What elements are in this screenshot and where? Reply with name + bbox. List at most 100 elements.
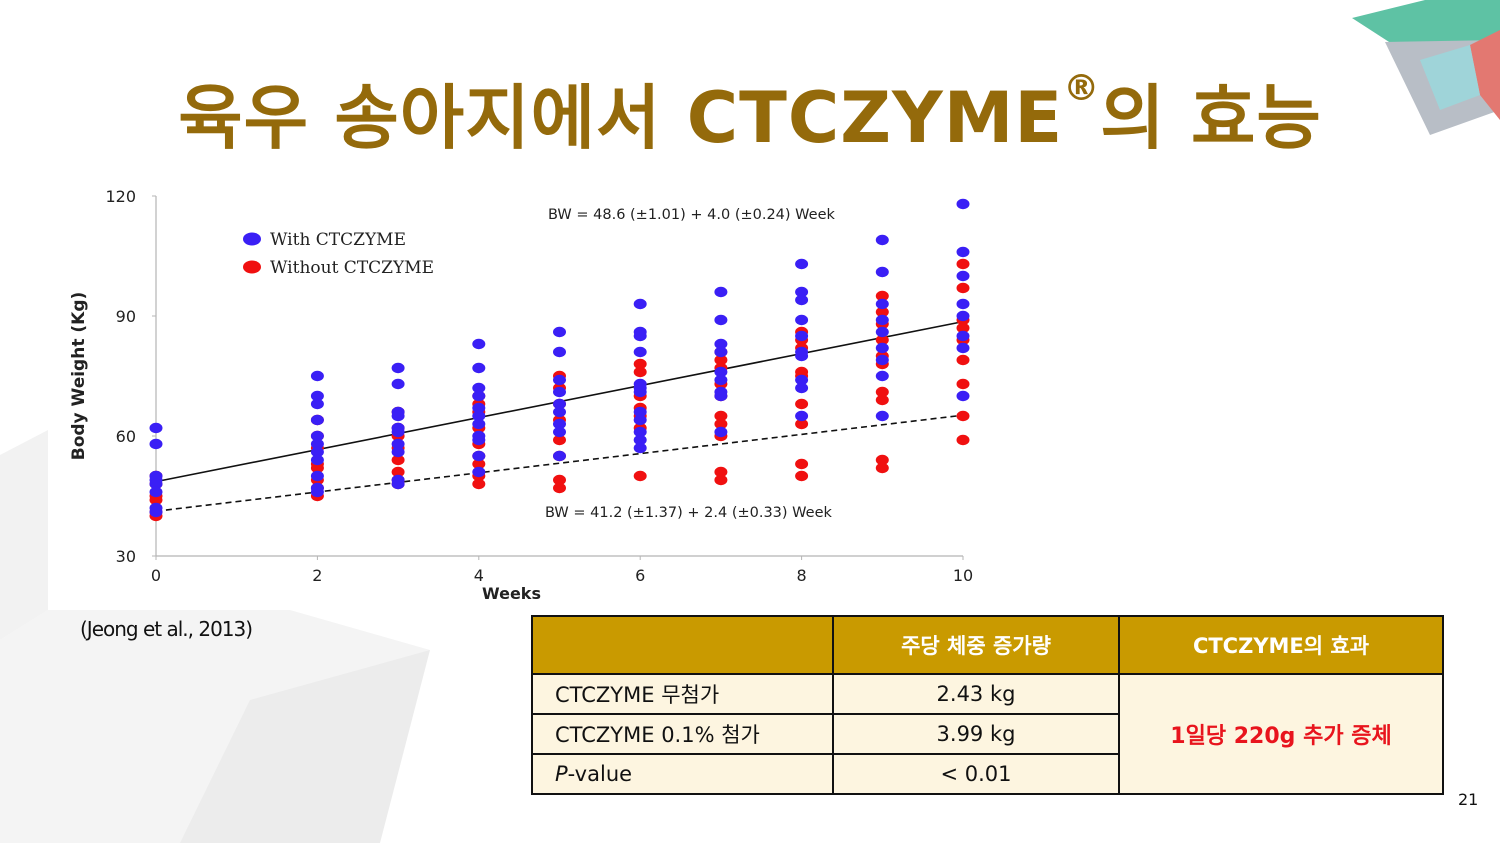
x-tick-label: 6 bbox=[635, 566, 645, 585]
citation: (Jeong et al., 2013) bbox=[80, 617, 253, 641]
data-point-with bbox=[875, 354, 889, 366]
data-point-without bbox=[472, 458, 486, 470]
data-point-without bbox=[956, 410, 970, 422]
effect-cell: 1일당 220g 추가 증체 bbox=[1118, 673, 1444, 795]
chart-panel: 30 60 90 120 0 2 4 6 8 10 Weeks Body Weight (Kg) Wit… bbox=[48, 180, 988, 610]
data-point-with bbox=[149, 506, 163, 518]
data-point-without bbox=[795, 458, 809, 470]
x-tick-label: 10 bbox=[953, 566, 973, 585]
data-point-with bbox=[956, 298, 970, 310]
pvalue-italic-p: P bbox=[555, 762, 568, 786]
x-tick-label: 8 bbox=[797, 566, 807, 585]
data-point-with bbox=[875, 266, 889, 278]
data-point-with bbox=[956, 270, 970, 282]
data-point-with bbox=[553, 326, 566, 338]
data-point-with bbox=[472, 466, 486, 478]
data-point-with bbox=[553, 374, 566, 386]
data-point-without bbox=[795, 418, 809, 430]
data-point-with bbox=[714, 366, 728, 378]
y-tick-label: 60 bbox=[116, 427, 136, 446]
data-point-without bbox=[391, 454, 405, 466]
data-point-with bbox=[633, 330, 647, 342]
data-point-with bbox=[149, 486, 163, 498]
data-point-without bbox=[714, 354, 728, 366]
data-point-without bbox=[553, 482, 566, 494]
data-point-with bbox=[875, 326, 889, 338]
data-point-with bbox=[553, 450, 566, 462]
data-point-without bbox=[956, 258, 970, 270]
row-value-control: 2.43 kg bbox=[832, 673, 1120, 715]
data-point-without bbox=[149, 494, 163, 506]
data-point-with bbox=[472, 382, 486, 394]
data-point-with bbox=[472, 390, 486, 402]
data-point-with bbox=[956, 330, 970, 342]
data-point-without bbox=[472, 478, 486, 490]
data-point-without bbox=[875, 462, 889, 474]
data-point-with bbox=[553, 418, 566, 430]
y-tick-label: 120 bbox=[105, 187, 136, 206]
data-point-with bbox=[149, 438, 163, 450]
data-point-with bbox=[472, 450, 486, 462]
data-point-with bbox=[310, 370, 324, 382]
data-point-with bbox=[633, 298, 647, 310]
row-label-treatment: CTCZYME 0.1% 첨가 bbox=[531, 713, 834, 755]
data-point-with bbox=[633, 442, 647, 454]
data-point-with bbox=[391, 426, 405, 438]
data-point-without bbox=[875, 290, 889, 302]
row-value-pvalue: < 0.01 bbox=[832, 753, 1120, 795]
data-point-with bbox=[391, 446, 405, 458]
data-point-with bbox=[310, 470, 324, 482]
data-point-with bbox=[633, 406, 647, 418]
data-point-without bbox=[714, 466, 728, 478]
data-point-with bbox=[472, 402, 486, 414]
data-point-with bbox=[714, 374, 728, 386]
data-point-with bbox=[633, 426, 647, 438]
data-point-with bbox=[310, 438, 324, 450]
data-point-with bbox=[956, 390, 970, 402]
data-point-with bbox=[714, 426, 728, 438]
data-point-without bbox=[553, 434, 566, 446]
row-value-treatment: 3.99 kg bbox=[832, 713, 1120, 755]
data-point-with bbox=[633, 414, 647, 426]
data-point-with bbox=[391, 410, 405, 422]
data-point-with bbox=[956, 310, 970, 322]
data-point-with bbox=[714, 390, 728, 402]
data-point-with bbox=[391, 478, 405, 490]
data-point-with bbox=[391, 378, 405, 390]
data-point-without bbox=[714, 418, 728, 430]
pvalue-rest: -value bbox=[567, 762, 633, 786]
data-point-with bbox=[714, 346, 728, 358]
table-header-blank bbox=[531, 615, 834, 675]
data-point-with bbox=[310, 454, 324, 466]
data-point-with bbox=[310, 486, 324, 498]
data-point-with bbox=[553, 346, 566, 358]
x-tick-label: 0 bbox=[151, 566, 161, 585]
data-point-with bbox=[795, 410, 809, 422]
data-point-with bbox=[795, 330, 809, 342]
data-point-without bbox=[714, 410, 728, 422]
data-point-without bbox=[875, 306, 889, 318]
equation-without: BW = 41.2 (±1.37) + 2.4 (±0.33) Week bbox=[545, 505, 833, 521]
data-point-without bbox=[714, 474, 728, 486]
data-point-with bbox=[795, 258, 809, 270]
data-point-with bbox=[714, 314, 728, 326]
data-point-without bbox=[956, 322, 970, 334]
data-point-with bbox=[310, 398, 324, 410]
data-point-with bbox=[633, 346, 647, 358]
row-label-pvalue: P-value bbox=[531, 753, 834, 795]
data-point-with bbox=[633, 386, 647, 398]
data-point-without bbox=[956, 354, 970, 366]
data-point-without bbox=[391, 466, 405, 478]
x-tick-label: 4 bbox=[474, 566, 484, 585]
x-tick-label: 2 bbox=[312, 566, 322, 585]
registered-mark: ® bbox=[1063, 68, 1101, 109]
y-axis-label: Body Weight (Kg) bbox=[69, 292, 89, 461]
data-point-with bbox=[310, 446, 324, 458]
data-point-without bbox=[310, 462, 324, 474]
data-point-with bbox=[472, 362, 486, 374]
data-point-with bbox=[875, 370, 889, 382]
data-point-with bbox=[310, 414, 324, 426]
data-point-with bbox=[956, 246, 970, 258]
data-point-with bbox=[472, 338, 486, 350]
